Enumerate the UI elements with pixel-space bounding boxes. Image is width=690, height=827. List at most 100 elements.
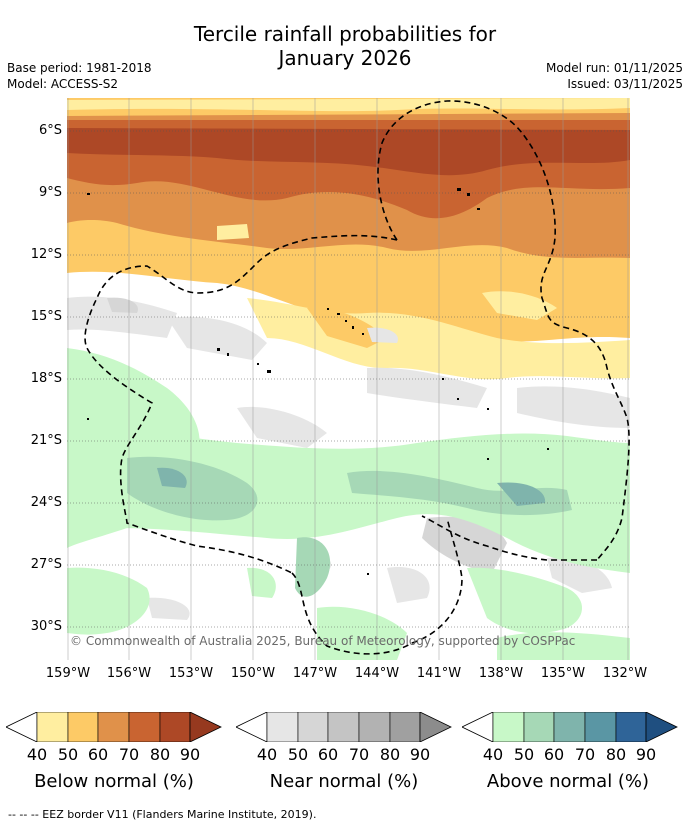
- eez-footnote: -- -- -- EEZ border V11 (Flanders Marine…: [8, 808, 317, 821]
- lon-label-132w: 132°W: [602, 666, 648, 681]
- band-below-80: [67, 128, 630, 176]
- probability-map: © Commonwealth of Australia 2025, Bureau…: [67, 98, 630, 660]
- colorbar-above: [462, 712, 678, 742]
- lon-label-156w: 156°W: [106, 666, 152, 681]
- patch-above-40-f: [67, 567, 150, 635]
- tick-near-70: 70: [348, 745, 370, 764]
- colorbar-above-under: [462, 712, 494, 742]
- colorbar-below-60: [97, 712, 130, 742]
- colorbar-below-70: [128, 712, 161, 742]
- map-title: Tercile rainfall probabilities for Janua…: [0, 22, 690, 70]
- colorbar-near-under: [236, 712, 268, 742]
- lon-label-144w: 144°W: [354, 666, 400, 681]
- colorbar-near-50: [297, 712, 329, 742]
- tick-below-70: 70: [118, 745, 140, 764]
- tick-below-60: 60: [87, 745, 109, 764]
- tick-below-50: 50: [57, 745, 79, 764]
- meta-left: Base period: 1981-2018 Model: ACCESS-S2: [7, 60, 152, 92]
- issued-date: Issued: 03/11/2025: [567, 77, 683, 91]
- patch-above-60-b: [157, 467, 187, 488]
- colorbar-near-over: [419, 712, 452, 742]
- patch-above-40-e: [467, 567, 582, 634]
- colorbar-below-over: [189, 712, 222, 742]
- colorbar-near-60: [327, 712, 360, 742]
- tick-above-80: 80: [605, 745, 627, 764]
- tick-above-40: 40: [482, 745, 504, 764]
- eez-borders: [84, 100, 630, 655]
- tick-near-40: 40: [256, 745, 278, 764]
- patch-below-50-c: [307, 307, 387, 348]
- tick-above-90: 90: [635, 745, 657, 764]
- lon-label-147w: 147°W: [292, 666, 338, 681]
- colorbar-below-80: [159, 712, 191, 742]
- colorbar-below: [6, 712, 222, 742]
- colorbar-near-title: Near normal (%): [269, 771, 419, 792]
- patch-near-c: [367, 367, 487, 408]
- band-below-40-top: [67, 98, 630, 112]
- patch-above-40-g: [317, 606, 407, 660]
- lon-label-135w: 135°W: [540, 666, 586, 681]
- tick-above-60: 60: [543, 745, 565, 764]
- colorbar-above-80: [615, 712, 647, 742]
- lat-label-24s: 24°S: [30, 495, 62, 510]
- lat-label-27s: 27°S: [30, 557, 62, 572]
- lon-label-159w: 159°W: [45, 666, 91, 681]
- colorbar-below-50: [67, 712, 99, 742]
- map-canvas: [67, 98, 630, 660]
- gridlines: [67, 130, 630, 628]
- tick-below-40: 40: [26, 745, 48, 764]
- patch-above-40-h: [497, 632, 630, 660]
- patch-near-l: [367, 327, 398, 343]
- lat-label-15s: 15°S: [30, 309, 62, 324]
- copyright-notice: © Commonwealth of Australia 2025, Bureau…: [70, 634, 576, 648]
- patch-above-50-c: [295, 537, 331, 597]
- patch-above-40-d: [247, 567, 276, 598]
- tick-below-90: 90: [179, 745, 201, 764]
- lon-label-138w: 138°W: [478, 666, 524, 681]
- colorbar-above-70: [584, 712, 617, 742]
- colorbar-near-40: [266, 712, 299, 742]
- patch-near-b: [167, 316, 267, 360]
- patch-near-g: [387, 567, 430, 603]
- colorbar-above-40: [492, 712, 525, 742]
- colorbar-above-60: [553, 712, 586, 742]
- tick-near-90: 90: [409, 745, 431, 764]
- tick-near-60: 60: [317, 745, 339, 764]
- lat-label-30s: 30°S: [30, 619, 62, 634]
- patch-near-f: [422, 516, 507, 573]
- colorbar-above-over: [645, 712, 678, 742]
- colorbar-near-70: [358, 712, 391, 742]
- model-run: Model run: 01/11/2025: [545, 61, 683, 75]
- lon-label-141w: 141°W: [416, 666, 462, 681]
- tick-near-50: 50: [287, 745, 309, 764]
- tick-above-70: 70: [574, 745, 596, 764]
- lat-label-21s: 21°S: [30, 433, 62, 448]
- tick-above-50: 50: [513, 745, 535, 764]
- colorbar-near-ticks: 40 50 60 70 80 90: [236, 745, 452, 765]
- base-period: Base period: 1981-2018: [7, 61, 152, 75]
- islands: [87, 188, 549, 575]
- colorbar-near: [236, 712, 452, 742]
- colorbar-below-under: [6, 712, 38, 742]
- band-above-40: [67, 418, 630, 573]
- lat-label-18s: 18°S: [30, 371, 62, 386]
- model-name: Model: ACCESS-S2: [7, 77, 119, 91]
- patch-below-40-a: [217, 224, 249, 240]
- lat-label-6s: 6°S: [38, 123, 62, 138]
- lat-label-9s: 9°S: [38, 185, 62, 200]
- colorbar-below-40: [36, 712, 69, 742]
- patch-near-a: [67, 296, 177, 338]
- lon-label-150w: 150°W: [230, 666, 276, 681]
- patch-near-d: [517, 386, 630, 428]
- title-line-2: January 2026: [278, 46, 412, 70]
- colorbar-below-ticks: 40 50 60 70 80 90: [6, 745, 222, 765]
- colorbar-above-50: [523, 712, 555, 742]
- lon-label-153w: 153°W: [168, 666, 214, 681]
- meridians: [67, 98, 629, 660]
- patch-near-k: [107, 297, 138, 313]
- patch-near-e: [237, 406, 327, 448]
- tick-near-80: 80: [379, 745, 401, 764]
- colorbar-near-80: [389, 712, 421, 742]
- patch-above-60-a: [497, 482, 546, 506]
- tick-below-80: 80: [149, 745, 171, 764]
